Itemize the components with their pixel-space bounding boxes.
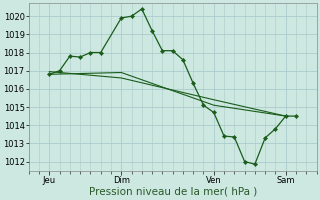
X-axis label: Pression niveau de la mer( hPa ): Pression niveau de la mer( hPa ): [89, 187, 257, 197]
